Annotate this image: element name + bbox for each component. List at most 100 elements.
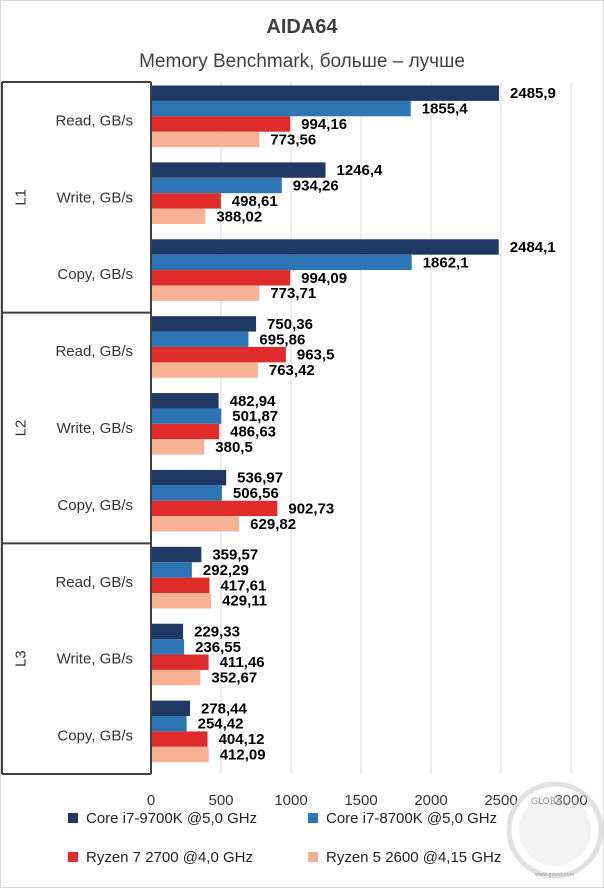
bar bbox=[151, 654, 209, 670]
data-label: 486,63 bbox=[230, 424, 276, 441]
legend-swatch bbox=[308, 852, 318, 862]
bar bbox=[151, 562, 192, 578]
bar bbox=[151, 746, 209, 763]
group-label: L2 bbox=[13, 420, 30, 437]
data-label: 359,57 bbox=[212, 547, 258, 564]
data-label: 498,61 bbox=[232, 193, 278, 210]
bar bbox=[151, 423, 220, 440]
data-label: 412,09 bbox=[220, 747, 266, 764]
bar bbox=[151, 100, 411, 117]
data-label: 1855,4 bbox=[422, 101, 469, 118]
bar bbox=[151, 208, 206, 224]
bar bbox=[151, 516, 240, 532]
bar bbox=[151, 577, 210, 594]
watermark-site: www.geoid.com bbox=[535, 872, 575, 878]
data-label: 411,46 bbox=[220, 654, 265, 671]
data-label: 429,11 bbox=[222, 593, 267, 610]
bar bbox=[151, 85, 500, 101]
data-label: 236,55 bbox=[195, 639, 241, 656]
bar bbox=[151, 162, 326, 178]
category-label: Write, GB/s bbox=[57, 651, 133, 668]
data-label: 994,16 bbox=[301, 116, 347, 133]
x-tick-label: 2000 bbox=[414, 792, 447, 809]
x-tick-label: 3000 bbox=[554, 792, 587, 809]
bar bbox=[151, 700, 190, 717]
x-tick-label: 1500 bbox=[344, 792, 377, 809]
data-label: 292,29 bbox=[203, 562, 249, 579]
data-label: 352,67 bbox=[211, 670, 257, 687]
data-label: 773,71 bbox=[270, 285, 316, 302]
legend-swatch bbox=[308, 813, 318, 823]
bar bbox=[151, 285, 260, 301]
data-label: 404,12 bbox=[219, 731, 265, 748]
x-tick-label: 1000 bbox=[274, 792, 307, 809]
data-label: 629,82 bbox=[250, 516, 296, 533]
bar bbox=[151, 239, 499, 255]
legend-label: Ryzen 7 2700 @4,0 GHz bbox=[86, 849, 253, 866]
category-label: Read, GB/s bbox=[55, 574, 133, 591]
bar bbox=[151, 362, 258, 378]
bar bbox=[151, 731, 208, 747]
data-label: 380,5 bbox=[215, 439, 253, 456]
category-label: Copy, GB/s bbox=[57, 728, 133, 745]
data-label: 506,56 bbox=[233, 485, 279, 502]
data-label: 482,94 bbox=[230, 393, 277, 410]
data-label: 254,42 bbox=[198, 716, 244, 733]
bar bbox=[151, 469, 227, 486]
bar bbox=[151, 177, 282, 194]
category-label: Read, GB/s bbox=[55, 343, 133, 360]
group-label: L1 bbox=[13, 189, 30, 206]
data-label: 695,86 bbox=[259, 331, 305, 348]
category-label: Write, GB/s bbox=[57, 189, 133, 206]
bar bbox=[151, 316, 257, 332]
category-label: Copy, GB/s bbox=[57, 266, 133, 283]
bar bbox=[151, 193, 221, 209]
bar bbox=[151, 485, 222, 501]
data-label: 278,44 bbox=[201, 700, 248, 717]
chart-title: AIDA64 bbox=[266, 16, 338, 38]
legend-swatch bbox=[68, 813, 78, 823]
category-label: Write, GB/s bbox=[57, 420, 133, 437]
data-label: 763,42 bbox=[269, 362, 315, 379]
data-label: 1246,4 bbox=[336, 162, 383, 179]
watermark-logo: GLOBAL www.geoid.com bbox=[506, 781, 603, 879]
legend-swatch bbox=[68, 852, 78, 862]
legend-item-series-1: Core i7-9700K @5,0 GHz bbox=[68, 810, 257, 827]
bar bbox=[151, 716, 187, 732]
data-label: 934,26 bbox=[293, 177, 339, 194]
data-label: 902,73 bbox=[288, 500, 334, 517]
legend-item-series-3: Ryzen 7 2700 @4,0 GHz bbox=[68, 849, 253, 866]
data-label: 229,33 bbox=[194, 623, 240, 640]
bar bbox=[151, 546, 202, 563]
bar bbox=[151, 393, 219, 409]
data-label: 963,5 bbox=[297, 347, 335, 364]
legend-item-series-4: Ryzen 5 2600 @4,15 GHz bbox=[308, 849, 501, 866]
data-label: 501,87 bbox=[232, 408, 278, 425]
legend-label: Ryzen 5 2600 @4,15 GHz bbox=[326, 849, 502, 866]
bar bbox=[151, 639, 185, 655]
bar bbox=[151, 131, 260, 148]
data-label: 2485,9 bbox=[510, 85, 556, 102]
bar bbox=[151, 500, 278, 517]
data-label: 773,56 bbox=[270, 131, 316, 148]
bar bbox=[151, 593, 212, 609]
group-label: L3 bbox=[13, 650, 30, 667]
data-label: 536,97 bbox=[237, 470, 283, 487]
data-label: 994,09 bbox=[301, 270, 347, 287]
bar bbox=[151, 669, 201, 686]
legend-item-series-2: Core i7-8700K @5,0 GHz bbox=[308, 810, 497, 827]
x-tick-label: 0 bbox=[147, 792, 155, 809]
data-label: 417,61 bbox=[220, 577, 266, 594]
x-tick-label: 500 bbox=[208, 792, 233, 809]
bar bbox=[151, 623, 184, 640]
category-label: Copy, GB/s bbox=[57, 497, 133, 514]
data-label: 2484,1 bbox=[510, 239, 556, 256]
watermark-text: GLOBAL bbox=[531, 797, 567, 807]
data-label: 750,36 bbox=[267, 316, 313, 333]
x-tick-label: 2500 bbox=[484, 792, 517, 809]
bar bbox=[151, 439, 205, 455]
bar bbox=[151, 270, 291, 286]
legend-label: Core i7-9700K @5,0 GHz bbox=[86, 810, 258, 827]
legend-label: Core i7-8700K @5,0 GHz bbox=[326, 810, 498, 827]
category-label: Read, GB/s bbox=[55, 112, 133, 129]
